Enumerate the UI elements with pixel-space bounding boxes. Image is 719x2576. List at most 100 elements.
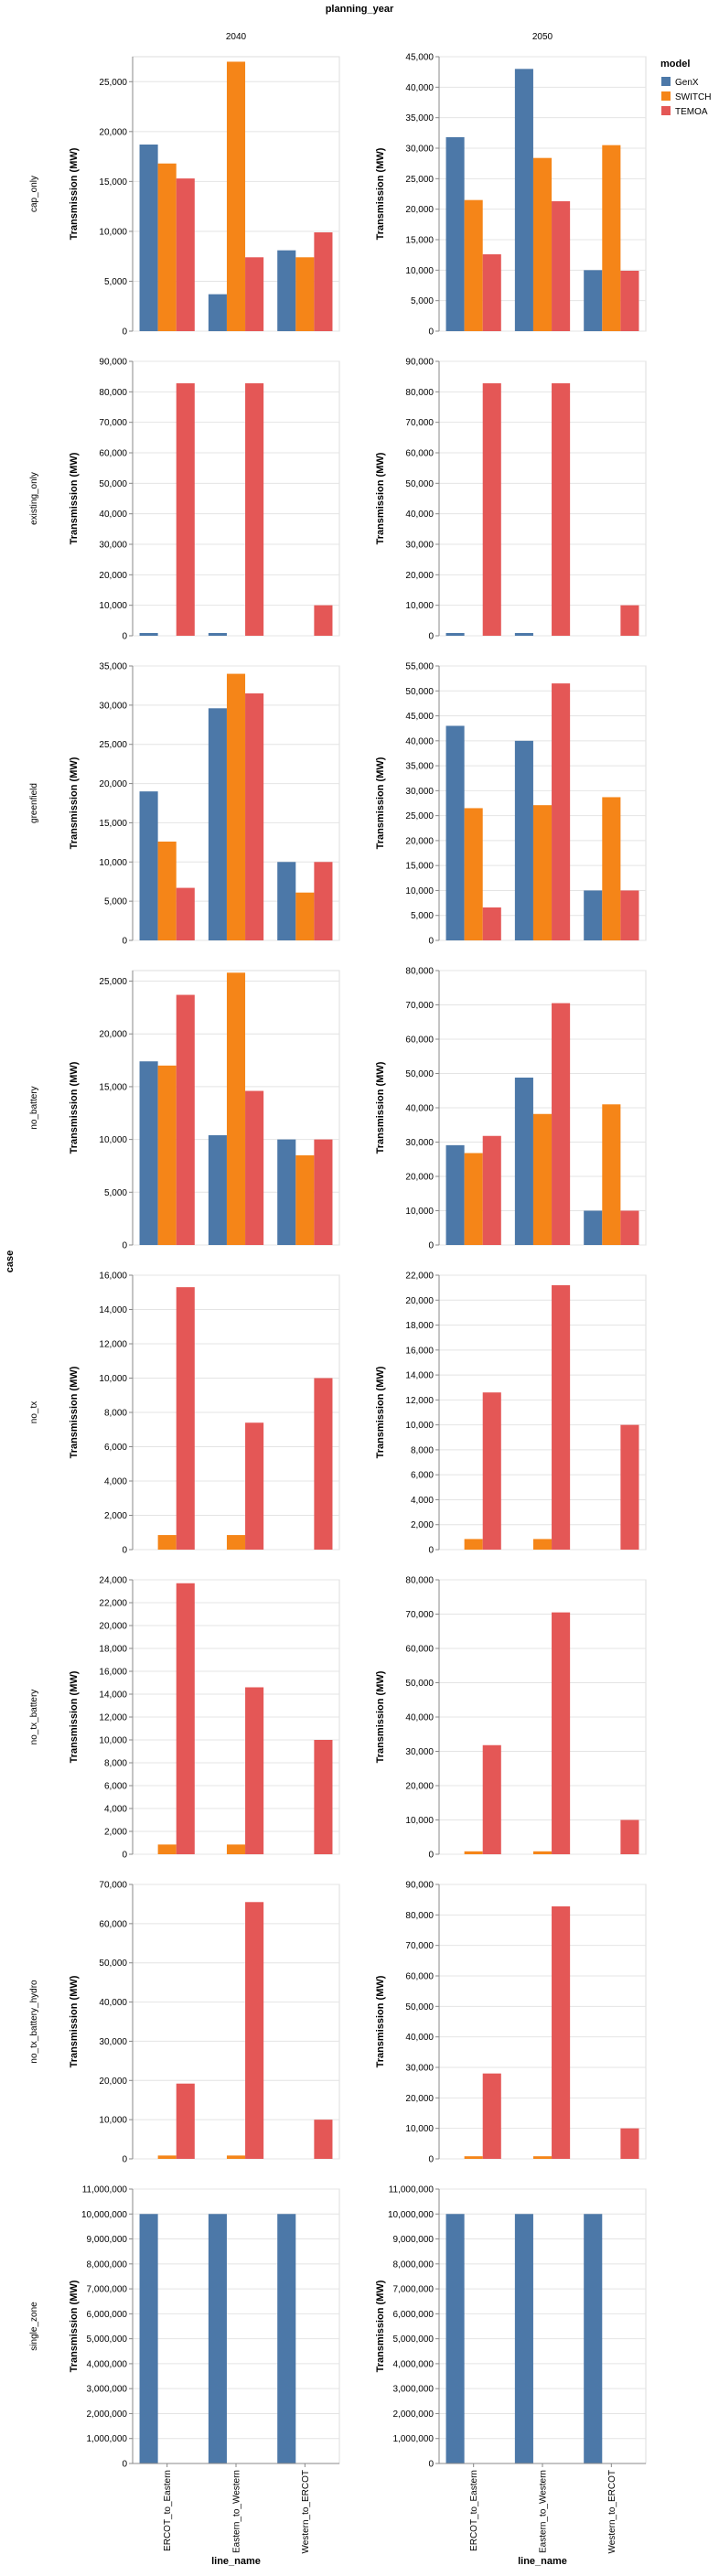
bar-SWITCH-ERCOT_to_Eastern: [464, 1153, 483, 1245]
y-tick-label: 0: [428, 1546, 434, 1556]
y-tick-label: 10,000: [99, 2116, 127, 2126]
y-axis-title: Transmission (MW): [69, 757, 80, 849]
y-tick-label: 50,000: [405, 479, 434, 489]
y-tick-label: 90,000: [405, 358, 434, 368]
y-tick-label: 80,000: [405, 1576, 434, 1586]
bar-TEMOA-ERCOT_to_Eastern: [482, 1135, 501, 1245]
bar-SWITCH-Eastern_to_Western: [532, 1539, 553, 1550]
y-tick-label: 50,000: [405, 1679, 434, 1689]
case-label-no_tx_battery_hydro: no_tx_battery_hydro: [29, 1980, 39, 2064]
y-tick-label: 14,000: [99, 1305, 127, 1315]
bar-GenX-ERCOT_to_Eastern: [139, 633, 158, 636]
bar-GenX-Western_to_ERCOT: [584, 270, 603, 331]
panel-no_battery-2050: 0 10,000 20,000 30,000 40,000 50,000 60,000 70,…: [375, 967, 647, 1251]
panel-no_battery-2040: 0 5,000 10,000 15,000 20,000 25,000 Transmissi…: [69, 970, 340, 1251]
y-tick-label: 30,000: [405, 787, 434, 797]
y-tick-label: 30,000: [99, 541, 127, 551]
y-tick-label: 50,000: [405, 687, 434, 697]
case-label-no_battery: no_battery: [29, 1086, 39, 1129]
y-tick-label: 15,000: [405, 236, 434, 246]
bar-TEMOA-Western_to_ERCOT: [620, 2128, 639, 2159]
y-tick-label: 25,000: [99, 78, 127, 88]
y-tick-label: 6,000: [104, 1443, 127, 1453]
bar-GenX-Eastern_to_Western: [514, 69, 533, 331]
bar-GenX-Eastern_to_Western: [514, 633, 533, 636]
bar-TEMOA-Eastern_to_Western: [552, 1906, 571, 2159]
y-tick-label: 0: [122, 1851, 127, 1861]
y-tick-label: 55,000: [405, 662, 434, 672]
panel-no_tx-2050: 0 2,000 4,000 6,000 8,000 10,000 12,000 14,000 1…: [375, 1272, 647, 1556]
panel-frame: [438, 1884, 647, 2160]
y-tick-label: 20,000: [405, 571, 434, 581]
y-tick-label: 6,000,000: [87, 2310, 128, 2320]
bar-GenX-Eastern_to_Western: [514, 740, 533, 940]
y-axis-title: Transmission (MW): [375, 757, 386, 849]
bar-SWITCH-ERCOT_to_Eastern: [157, 2155, 177, 2159]
y-tick-label: 11,000,000: [82, 2185, 128, 2195]
bar-TEMOA-Eastern_to_Western: [552, 201, 571, 331]
y-tick-label: 18,000: [99, 1645, 127, 1655]
bar-GenX-Eastern_to_Western: [208, 633, 227, 636]
x-tick-label: Western_to_ERCOT: [301, 2470, 311, 2554]
bar-TEMOA-Eastern_to_Western: [245, 693, 264, 940]
x-axis-title: line_name: [518, 2556, 567, 2567]
y-tick-label: 10,000: [405, 601, 434, 611]
panel-single_zone-2050: 0 1,000,000 2,000,000 3,000,000 4,000,000 5,0…: [375, 2185, 647, 2567]
y-tick-label: 5,000: [104, 1188, 127, 1198]
y-tick-label: 8,000: [104, 1409, 127, 1419]
y-tick-label: 50,000: [405, 1069, 434, 1079]
y-axis-title: Transmission (MW): [375, 1061, 386, 1154]
y-tick-label: 40,000: [405, 1104, 434, 1114]
y-tick-label: 60,000: [405, 449, 434, 459]
y-axis-title: Transmission (MW): [375, 147, 386, 240]
y-tick-label: 10,000,000: [388, 2210, 434, 2220]
y-tick-label: 9,000,000: [393, 2235, 435, 2245]
legend: model GenX SWITCH TEMOA: [660, 59, 711, 117]
y-tick-label: 10,000: [99, 1736, 127, 1746]
y-tick-label: 18,000: [405, 1321, 434, 1331]
y-tick-label: 10,000: [99, 858, 127, 868]
bar-GenX-ERCOT_to_Eastern: [139, 1061, 158, 1245]
y-tick-label: 10,000: [99, 1135, 127, 1145]
y-tick-label: 5,000,000: [87, 2334, 128, 2345]
case-label-no_tx: no_tx: [29, 1401, 39, 1423]
panel-frame: [132, 360, 340, 637]
y-tick-label: 11,000,000: [389, 2185, 435, 2195]
bar-SWITCH-Eastern_to_Western: [226, 1535, 246, 1550]
column-header-2050: 2050: [532, 32, 553, 42]
y-tick-label: 15,000: [405, 862, 434, 872]
bar-GenX-Western_to_ERCOT: [277, 1139, 296, 1245]
bar-TEMOA-Western_to_ERCOT: [314, 1740, 333, 1854]
bar-TEMOA-ERCOT_to_Eastern: [176, 1287, 195, 1550]
y-tick-label: 6,000,000: [393, 2310, 435, 2320]
y-tick-label: 10,000,000: [81, 2210, 127, 2220]
y-tick-label: 4,000: [104, 1805, 127, 1815]
y-tick-label: 40,000: [405, 83, 434, 93]
bar-GenX-ERCOT_to_Eastern: [445, 633, 465, 636]
facet-row-title: case: [5, 1250, 16, 1272]
bar-TEMOA-Eastern_to_Western: [552, 1612, 571, 1854]
y-tick-label: 1,000,000: [87, 2434, 128, 2444]
bar-GenX-Eastern_to_Western: [208, 294, 227, 331]
y-tick-label: 60,000: [405, 1972, 434, 1982]
bar-TEMOA-ERCOT_to_Eastern: [176, 994, 195, 1245]
bar-SWITCH-Eastern_to_Western: [532, 157, 553, 331]
y-tick-label: 15,000: [99, 1082, 127, 1092]
bar-SWITCH-Eastern_to_Western: [532, 805, 553, 940]
bar-TEMOA-Western_to_ERCOT: [314, 1378, 333, 1550]
bar-SWITCH-Western_to_ERCOT: [295, 257, 315, 331]
y-tick-label: 35,000: [405, 113, 434, 123]
bar-TEMOA-Western_to_ERCOT: [620, 890, 639, 940]
panel-no_tx_battery_hydro-2050: 0 10,000 20,000 30,000 40,000 50,000 60,000 70,…: [375, 1881, 647, 2165]
bar-TEMOA-Eastern_to_Western: [552, 1003, 571, 1245]
y-tick-label: 20,000: [405, 836, 434, 846]
y-tick-label: 24,000: [99, 1576, 127, 1586]
legend-title: model: [660, 59, 690, 70]
bar-TEMOA-Western_to_ERCOT: [314, 1139, 333, 1245]
bar-TEMOA-ERCOT_to_Eastern: [176, 1583, 195, 1854]
y-tick-label: 6,000: [411, 1471, 434, 1481]
panel-no_tx-2040: 0 2,000 4,000 6,000 8,000 10,000 12,000 14,000 1…: [69, 1272, 340, 1556]
y-tick-label: 30,000: [405, 145, 434, 155]
